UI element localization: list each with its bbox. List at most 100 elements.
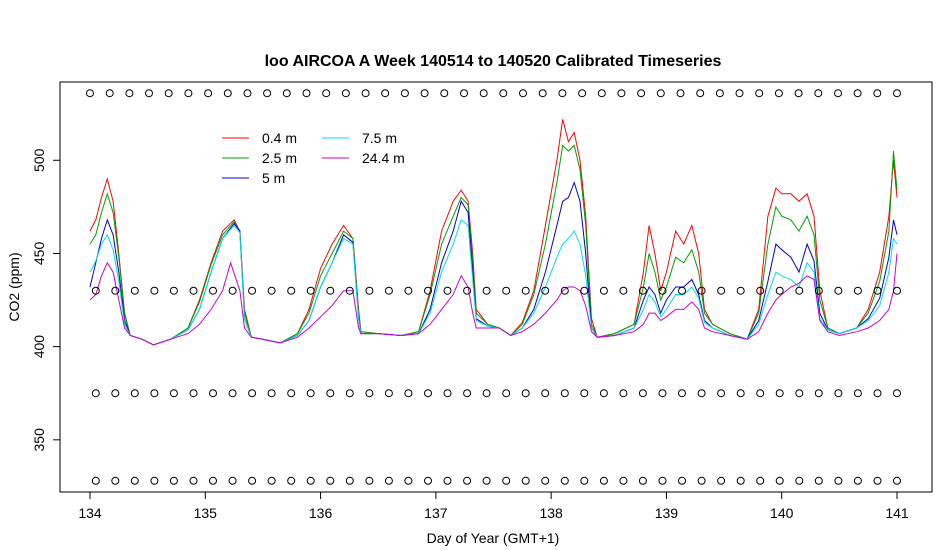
- flag-marker: [521, 389, 530, 398]
- flag-marker: [361, 89, 370, 98]
- flag-marker: [248, 476, 257, 485]
- y-tick-label: 500: [31, 148, 47, 172]
- flag-marker: [775, 476, 784, 485]
- flag-marker: [658, 389, 667, 398]
- flag-marker: [578, 89, 587, 98]
- y-axis-label: CO2 (ppm): [6, 252, 22, 321]
- flag-marker: [243, 89, 252, 98]
- flag-marker: [482, 389, 491, 398]
- flag-marker: [365, 476, 374, 485]
- flag-marker: [676, 89, 685, 98]
- flag-marker: [756, 476, 765, 485]
- flag-marker: [248, 389, 257, 398]
- flag-marker: [384, 286, 393, 295]
- flag-marker: [736, 476, 745, 485]
- flag-marker: [189, 476, 198, 485]
- flag-marker: [502, 476, 511, 485]
- flag-marker: [597, 89, 606, 98]
- flag-marker: [365, 286, 374, 295]
- flag-marker: [599, 286, 608, 295]
- flag-marker: [424, 476, 432, 485]
- flag-marker: [558, 89, 567, 98]
- x-tick-label: 138: [539, 505, 563, 521]
- flag-marker: [482, 286, 491, 295]
- flag-marker: [306, 286, 315, 295]
- flag-marker: [619, 476, 628, 485]
- legend-label: 5 m: [262, 170, 285, 186]
- flag-marker: [617, 89, 626, 98]
- flag-marker: [499, 89, 508, 98]
- flag-marker: [502, 389, 511, 398]
- flag-marker: [873, 476, 882, 485]
- flag-marker: [424, 286, 432, 295]
- flag-marker: [696, 89, 705, 98]
- flag-marker: [697, 286, 706, 295]
- x-axis-label: Day of Year (GMT+1): [427, 530, 560, 546]
- flag-marker: [756, 286, 765, 295]
- series-line-2: [89, 144, 898, 346]
- flag-marker: [560, 476, 569, 485]
- flag-marker: [345, 476, 354, 485]
- legend: 0.4 m 2.5 m 5 m 7.5 m 24.4 m: [222, 130, 405, 186]
- flag-marker: [834, 89, 842, 98]
- flag-marker: [287, 389, 296, 398]
- flag-marker: [302, 89, 311, 98]
- series-line-4: [89, 219, 898, 346]
- legend-label: 24.4 m: [362, 150, 405, 166]
- flag-marker: [893, 389, 901, 398]
- flag-marker: [873, 89, 882, 98]
- flag-marker: [169, 476, 178, 485]
- flag-marker: [853, 476, 862, 485]
- flag-marker: [482, 476, 491, 485]
- flag-marker: [209, 389, 217, 398]
- flag-marker: [287, 286, 296, 295]
- flag-marker: [189, 286, 198, 295]
- flag-marker: [795, 389, 804, 398]
- flag-marker: [834, 476, 843, 485]
- flag-marker: [150, 389, 159, 398]
- flag-marker: [656, 89, 665, 98]
- flag-marker: [86, 89, 94, 98]
- flag-marker: [795, 476, 804, 485]
- y-tick-label: 350: [31, 428, 47, 452]
- flag-marker: [893, 286, 901, 295]
- flag-marker: [619, 286, 628, 295]
- flag-marker: [637, 89, 646, 98]
- flag-marker: [893, 476, 901, 485]
- flag-marker: [774, 89, 783, 98]
- flag-marker: [580, 389, 589, 398]
- flag-marker: [717, 286, 726, 295]
- series-line-5: [89, 253, 898, 346]
- flag-marker: [91, 389, 100, 398]
- flag-marker: [658, 476, 667, 485]
- flag-marker: [111, 286, 120, 295]
- flag-marker: [873, 389, 882, 398]
- flag-marker: [775, 286, 784, 295]
- flag-marker: [404, 476, 413, 485]
- legend-label: 7.5 m: [362, 130, 397, 146]
- x-tick-label: 141: [885, 505, 909, 521]
- flag-marker: [775, 389, 784, 398]
- flag-marker: [678, 286, 686, 295]
- flag-marker: [384, 389, 393, 398]
- flag-marker: [735, 89, 744, 98]
- flag-marker: [287, 476, 296, 485]
- flag-marker: [619, 389, 628, 398]
- plot-frame: [59, 81, 933, 493]
- flag-marker: [282, 89, 291, 98]
- flag-marker: [228, 389, 237, 398]
- flag-marker: [599, 389, 608, 398]
- flag-marker: [521, 286, 530, 295]
- flag-marker: [365, 389, 374, 398]
- flag-marker: [717, 389, 726, 398]
- flag-marker: [91, 286, 100, 295]
- flag-marker: [400, 89, 409, 98]
- flag-marker: [267, 389, 276, 398]
- flag-marker: [150, 286, 159, 295]
- chart-title: loo AIRCOA A Week 140514 to 140520 Calib…: [265, 53, 722, 70]
- flag-marker: [228, 286, 237, 295]
- flag-marker: [580, 476, 589, 485]
- flag-marker: [204, 89, 213, 98]
- flag-marker: [248, 286, 257, 295]
